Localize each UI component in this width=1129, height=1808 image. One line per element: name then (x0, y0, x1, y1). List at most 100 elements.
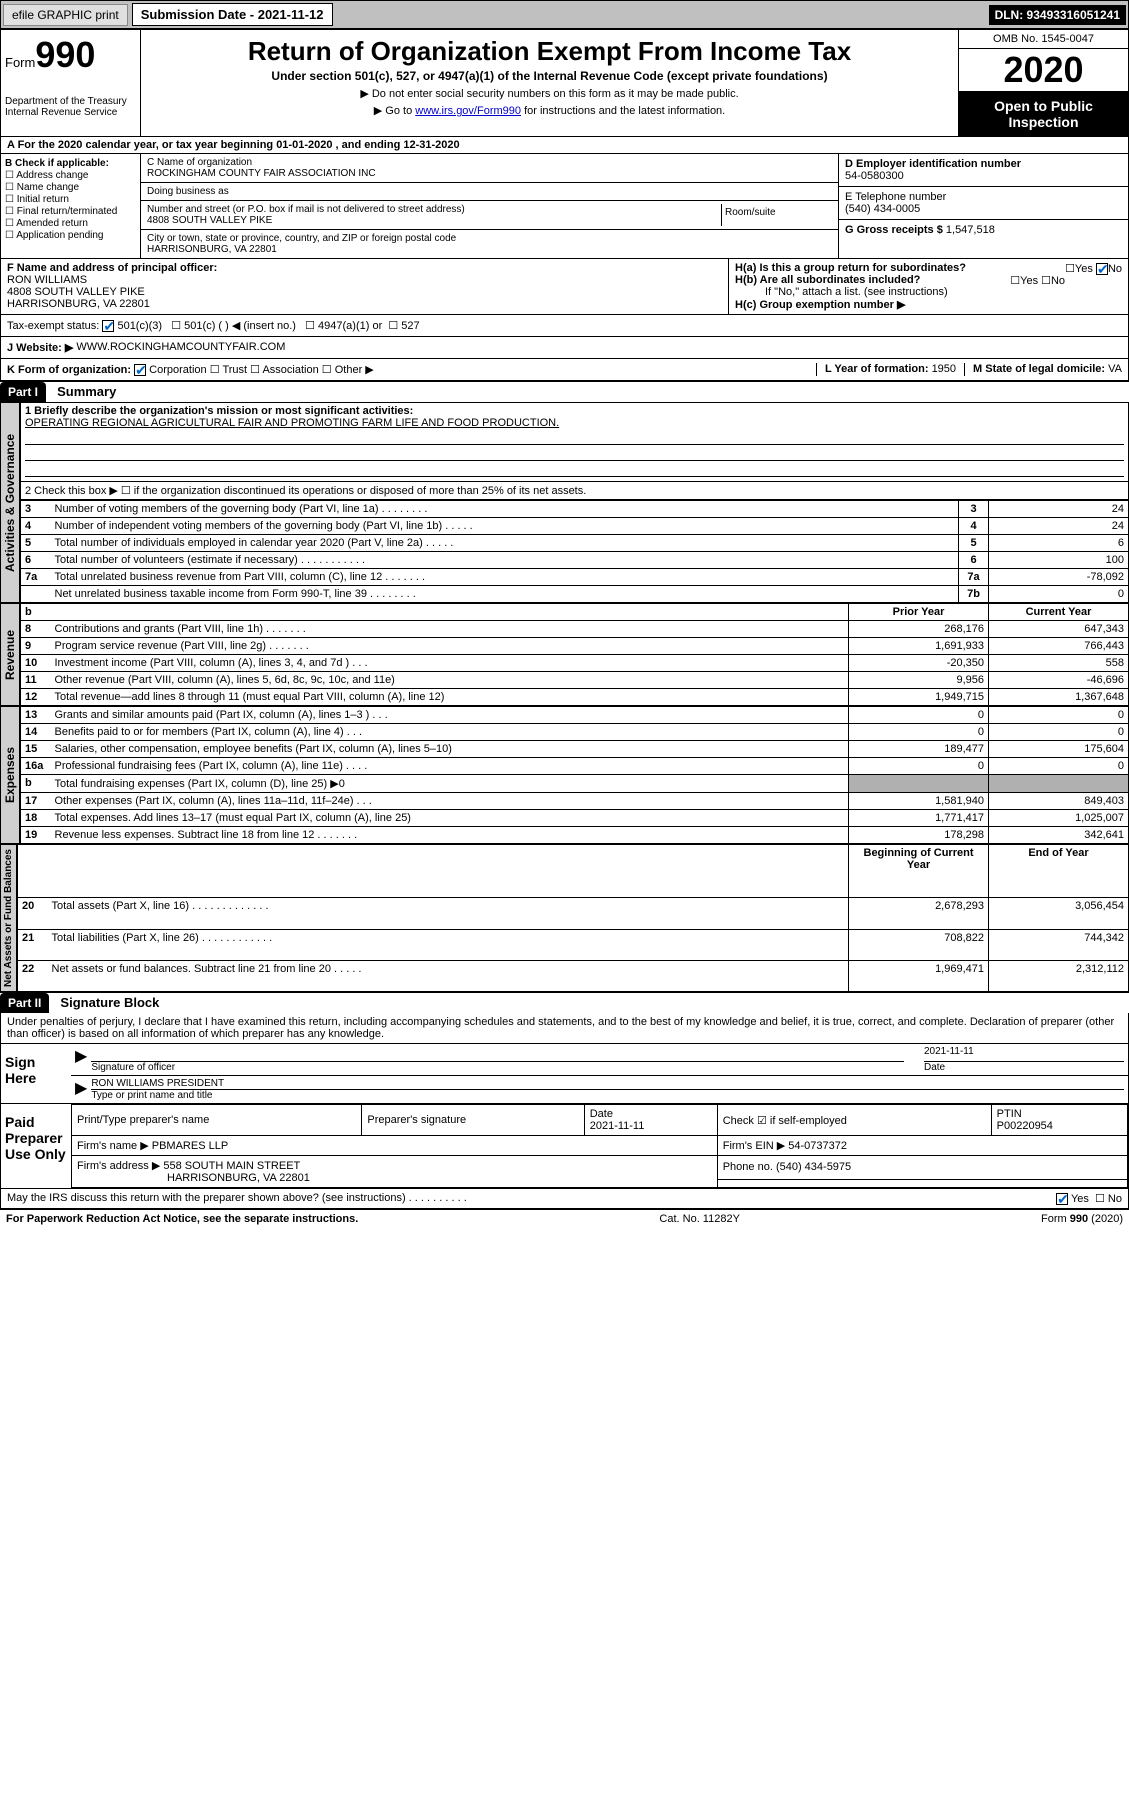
revenue-vert-label: Revenue (0, 603, 20, 706)
form-number: 990 (35, 34, 95, 75)
sign-here-label: Sign Here (1, 1044, 71, 1103)
phone-value: (540) 434-5975 (776, 1161, 851, 1173)
form-title: Return of Organization Exempt From Incom… (147, 36, 952, 67)
footer-cat: Cat. No. 11282Y (659, 1213, 740, 1225)
page-footer: For Paperwork Reduction Act Notice, see … (0, 1209, 1129, 1228)
ptin-value: P00220954 (997, 1120, 1053, 1132)
prep-date: 2021-11-11 (590, 1120, 645, 1132)
form-subtitle: Under section 501(c), 527, or 4947(a)(1)… (147, 69, 952, 83)
hb-note: If "No," attach a list. (see instruction… (735, 286, 1122, 298)
opt-other: Other ▶ (335, 364, 374, 376)
opt-501c3: 501(c)(3) (117, 320, 162, 332)
note-link-post: for instructions and the latest informat… (521, 105, 725, 117)
ein-label: D Employer identification number (845, 158, 1021, 170)
part2-header: Part II (0, 993, 49, 1013)
l-label: L Year of formation: (825, 363, 929, 375)
firm-ein: 54-0737372 (788, 1140, 847, 1152)
open-public-badge: Open to Public Inspection (959, 92, 1128, 136)
j-label: J Website: ▶ (7, 341, 73, 354)
form-header: Form990 Department of the Treasury Inter… (0, 29, 1129, 137)
chk-501c3[interactable] (102, 320, 114, 332)
chk-amended[interactable]: ☐ Amended return (5, 218, 136, 229)
firm-ein-label: Firm's EIN ▶ (723, 1140, 786, 1152)
tax-year: 2020 (959, 49, 1128, 92)
discuss-text: May the IRS discuss this return with the… (7, 1192, 467, 1205)
firm-addr1: 558 SOUTH MAIN STREET (163, 1160, 300, 1172)
dba-label: Doing business as (141, 183, 838, 201)
sig-officer-label: Signature of officer (91, 1062, 175, 1073)
year-formation: 1950 (932, 363, 956, 375)
expenses-vert-label: Expenses (0, 706, 20, 844)
row-k: K Form of organization: Corporation ☐ Tr… (0, 359, 1129, 381)
arrow-icon: ▶ (75, 1046, 87, 1073)
section-bcd: B Check if applicable: ☐ Address change … (0, 154, 1129, 259)
ptin-label: PTIN (997, 1108, 1022, 1120)
footer-form: Form 990 (2020) (1041, 1213, 1123, 1225)
website-value: WWW.ROCKINGHAMCOUNTYFAIR.COM (76, 341, 285, 354)
revenue-section: Revenue bPrior YearCurrent Year8Contribu… (0, 603, 1129, 706)
hb-label: H(b) Are all subordinates included? (735, 274, 920, 286)
opt-527: 527 (401, 320, 419, 332)
chk-address[interactable]: ☐ Address change (5, 170, 136, 181)
q1-label: 1 Briefly describe the organization's mi… (25, 405, 413, 417)
opt-trust: Trust (222, 364, 247, 376)
chk-pending[interactable]: ☐ Application pending (5, 230, 136, 241)
officer-name: RON WILLIAMS (7, 274, 87, 286)
sig-date: 2021-11-11 (924, 1046, 1124, 1062)
omb-number: OMB No. 1545-0047 (959, 30, 1128, 49)
chk-discuss-yes[interactable] (1056, 1193, 1068, 1205)
sign-section: Sign Here ▶ Signature of officer 2021-11… (0, 1044, 1129, 1104)
opt-corp: Corporation (149, 364, 206, 376)
part1-header: Part I (0, 382, 46, 402)
gross-value: 1,547,518 (946, 224, 995, 236)
k-label: K Form of organization: (7, 364, 131, 376)
city-value: HARRISONBURG, VA 22801 (147, 244, 832, 255)
prep-name-hdr: Print/Type preparer's name (72, 1105, 362, 1136)
firm-name: PBMARES LLP (152, 1140, 228, 1152)
ha-label: H(a) Is this a group return for subordin… (735, 262, 966, 274)
tel-label: E Telephone number (845, 191, 946, 203)
firm-addr2: HARRISONBURG, VA 22801 (77, 1172, 310, 1184)
sig-name: RON WILLIAMS PRESIDENT (91, 1078, 1124, 1090)
gross-label: G Gross receipts $ (845, 224, 943, 236)
tax-label: Tax-exempt status: (7, 320, 99, 332)
org-name: ROCKINGHAM COUNTY FAIR ASSOCIATION INC (147, 168, 832, 179)
prep-selfemp: Check ☑ if self-employed (717, 1105, 991, 1136)
hc-label: H(c) Group exemption number ▶ (735, 299, 905, 311)
footer-left: For Paperwork Reduction Act Notice, see … (6, 1213, 358, 1225)
chk-corp[interactable] (134, 364, 146, 376)
dept-label: Department of the Treasury Internal Reve… (5, 96, 136, 118)
chk-final[interactable]: ☐ Final return/terminated (5, 206, 136, 217)
prep-sig-hdr: Preparer's signature (362, 1105, 584, 1136)
opt-4947: 4947(a)(1) or (318, 320, 382, 332)
street-label: Number and street (or P.O. box if mail i… (147, 204, 721, 215)
firm-label: Firm's name ▶ (77, 1140, 149, 1152)
chk-initial[interactable]: ☐ Initial return (5, 194, 136, 205)
prep-date-hdr: Date (590, 1108, 613, 1120)
topbar: efile GRAPHIC print Submission Date - 20… (0, 0, 1129, 29)
phone-label: Phone no. (723, 1161, 773, 1173)
part2-title: Signature Block (60, 995, 159, 1010)
arrow-icon: ▶ (75, 1078, 87, 1101)
note-ssn: ▶ Do not enter social security numbers o… (147, 87, 952, 100)
instructions-link[interactable]: www.irs.gov/Form990 (415, 105, 521, 117)
preparer-label: Paid Preparer Use Only (1, 1104, 71, 1188)
room-label: Room/suite (722, 204, 832, 226)
row-fh: F Name and address of principal officer:… (0, 259, 1129, 315)
state-domicile: VA (1108, 363, 1122, 375)
dln: DLN: 93493316051241 (989, 5, 1126, 25)
c-name-label: C Name of organization (147, 157, 832, 168)
governance-section: Activities & Governance 1 Briefly descri… (0, 402, 1129, 603)
b-label: B Check if applicable: (5, 158, 109, 169)
netassets-section: Net Assets or Fund Balances Beginning of… (0, 844, 1129, 992)
chk-name[interactable]: ☐ Name change (5, 182, 136, 193)
preparer-section: Paid Preparer Use Only Print/Type prepar… (0, 1104, 1129, 1189)
m-label: M State of legal domicile: (973, 363, 1105, 375)
f-label: F Name and address of principal officer: (7, 262, 217, 274)
expenses-section: Expenses 13Grants and similar amounts pa… (0, 706, 1129, 844)
sig-date-label: Date (924, 1062, 945, 1073)
efile-btn[interactable]: efile GRAPHIC print (3, 4, 128, 26)
officer-addr1: 4808 SOUTH VALLEY PIKE (7, 286, 145, 298)
sig-name-label: Type or print name and title (91, 1090, 212, 1101)
penalty-text: Under penalties of perjury, I declare th… (0, 1013, 1129, 1044)
